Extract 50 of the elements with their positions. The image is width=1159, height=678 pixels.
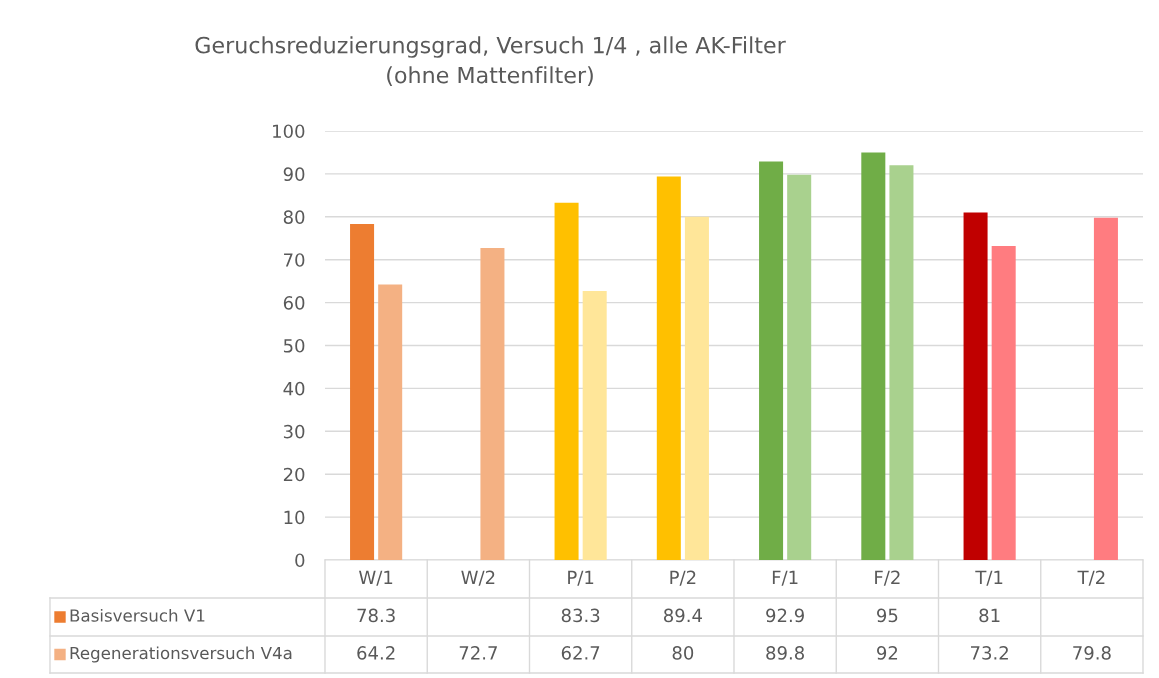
bar bbox=[582, 291, 607, 560]
bar bbox=[684, 216, 709, 560]
y-tick-label: 40 bbox=[283, 381, 305, 396]
data-label: 79.8 bbox=[1073, 646, 1111, 660]
bar bbox=[1093, 217, 1118, 560]
data-label: 92.9 bbox=[766, 608, 804, 623]
x-tick-label: F/2 bbox=[875, 570, 900, 586]
bar bbox=[787, 174, 812, 560]
data-label: 92 bbox=[877, 646, 898, 660]
data-label: 95 bbox=[877, 608, 898, 623]
x-tick-label: W/1 bbox=[359, 570, 393, 586]
bar bbox=[656, 176, 681, 560]
bar bbox=[963, 212, 988, 560]
chart-title: Geruchsreduzierungsgrad, Versuch 1/4 , alle AK-Filter (ohne Mattenfilter) bbox=[195, 36, 786, 87]
bar bbox=[378, 284, 403, 560]
y-tick-label: 30 bbox=[283, 424, 305, 439]
bar bbox=[350, 224, 375, 560]
data-label: 73.2 bbox=[971, 646, 1008, 660]
data-label: 81 bbox=[979, 608, 1000, 623]
y-tick-label: 50 bbox=[283, 338, 305, 353]
x-tick-label: T/1 bbox=[975, 570, 1003, 586]
y-tick-label: 100 bbox=[273, 124, 305, 139]
x-tick-label: W/2 bbox=[461, 570, 495, 586]
y-tick-label: 60 bbox=[283, 296, 305, 310]
bar bbox=[480, 248, 505, 560]
data-label: 72.7 bbox=[459, 646, 497, 660]
legend-label: Regenerationsversuch V4a bbox=[70, 646, 292, 663]
data-label: 89.8 bbox=[766, 646, 804, 660]
bar bbox=[861, 152, 886, 560]
bar bbox=[889, 165, 914, 560]
data-label: 78.3 bbox=[357, 608, 395, 623]
y-tick-label: 90 bbox=[283, 167, 305, 182]
y-tick-label: 80 bbox=[283, 210, 305, 224]
x-tick-label: P/1 bbox=[568, 570, 594, 586]
x-tick-label: T/2 bbox=[1077, 570, 1105, 586]
data-label: 62.7 bbox=[561, 646, 600, 660]
bar bbox=[554, 202, 579, 560]
data-label: 80 bbox=[672, 646, 694, 660]
y-tick-label: 70 bbox=[284, 253, 305, 267]
y-tick-label: 20 bbox=[283, 467, 305, 482]
legend-label: Basisversuch V1 bbox=[70, 608, 205, 622]
bar bbox=[991, 245, 1016, 560]
y-tick-label: 10 bbox=[284, 510, 305, 525]
x-tick-label: P/2 bbox=[670, 570, 696, 586]
data-label: 89.4 bbox=[664, 608, 702, 623]
y-tick-label: 0 bbox=[295, 553, 305, 568]
data-label: 83.3 bbox=[561, 608, 600, 623]
data-label: 64.2 bbox=[357, 646, 395, 660]
x-tick-label: F/1 bbox=[772, 570, 798, 586]
bar bbox=[759, 161, 784, 560]
